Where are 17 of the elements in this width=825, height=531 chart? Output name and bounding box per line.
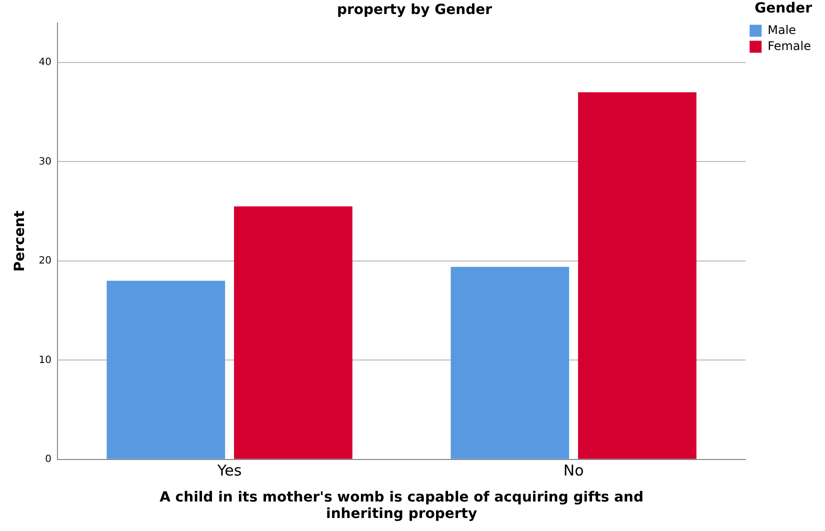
bar [106,280,226,459]
bar [234,206,352,459]
legend-label: Male [768,22,796,37]
chart-title: property by Gender [336,2,492,18]
bar [578,92,696,459]
y-tick-label: 20 [38,256,52,267]
x-tick-label: Yes [216,461,242,480]
y-tick-label: 40 [38,57,52,68]
y-axis-title: Percent [12,210,28,272]
x-axis-title: A child in its mother's womb is capable of acquiring gifts and inheriting property [160,489,644,522]
legend-label: Female [768,38,811,53]
y-tick-label: 10 [38,354,52,366]
y-tick-label: 30 [38,156,52,168]
legend-title: Gender [754,0,812,17]
y-tick-label: 0 [45,454,52,465]
x-tick-label: No [563,461,584,480]
bar [450,266,570,459]
